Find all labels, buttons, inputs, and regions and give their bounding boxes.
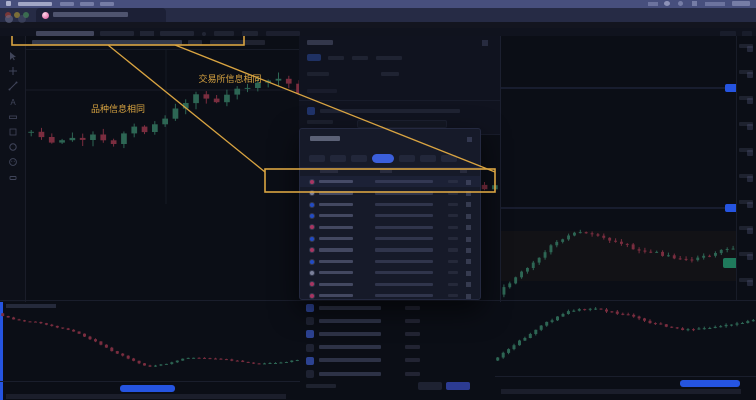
svg-text:A: A (10, 98, 16, 107)
